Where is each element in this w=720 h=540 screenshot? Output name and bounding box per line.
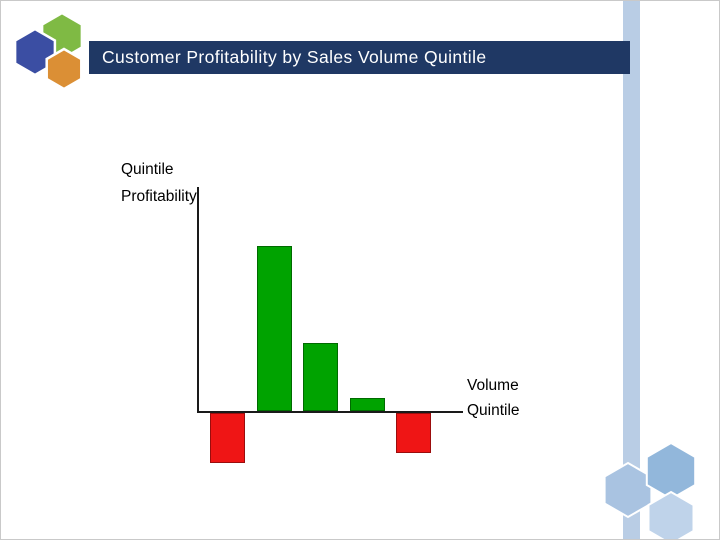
- title-bar: Customer Profitability by Sales Volume Q…: [89, 41, 630, 74]
- logo-hexagon-orange-icon: [45, 47, 83, 91]
- x-axis-label: Volume Quintile: [467, 373, 520, 423]
- right-stripe: [623, 1, 640, 539]
- bar-quintile-4: [350, 398, 385, 411]
- deco-hexagon-left-icon: [603, 461, 653, 519]
- deco-hexagon-top-right-icon: [645, 441, 697, 501]
- y-axis-label: Quintile Profitability: [121, 156, 197, 210]
- bar-quintile-2: [257, 246, 292, 411]
- bar-quintile-3: [303, 343, 338, 411]
- y-axis-label-line2: Profitability: [121, 188, 197, 205]
- logo-hexagons: [13, 11, 84, 91]
- x-axis-label-line2: Quintile: [467, 402, 520, 419]
- bar-quintile-5: [396, 413, 431, 453]
- logo-hexagon-blue-icon: [13, 27, 57, 77]
- x-axis-line: [197, 411, 463, 413]
- deco-hexagon-bottom-right-icon: [647, 490, 695, 539]
- y-axis-label-line1: Quintile: [121, 161, 174, 178]
- x-axis-label-line1: Volume: [467, 377, 519, 394]
- bar-quintile-1: [210, 413, 245, 463]
- decorative-hexagons: [603, 441, 697, 539]
- slide-title: Customer Profitability by Sales Volume Q…: [102, 47, 487, 67]
- y-axis-line: [197, 187, 199, 413]
